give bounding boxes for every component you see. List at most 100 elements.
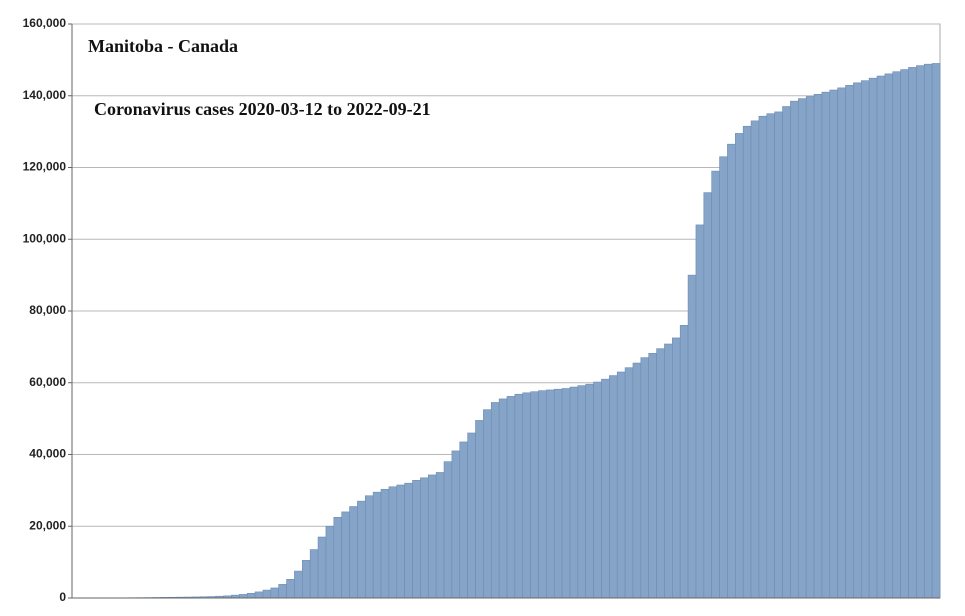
bar: [569, 386, 579, 599]
bar: [530, 391, 539, 599]
bar: [302, 560, 311, 599]
bar: [372, 491, 382, 599]
bar: [782, 106, 791, 599]
bar: [443, 461, 453, 599]
bar: [797, 98, 807, 599]
bar: [278, 584, 287, 599]
bar: [845, 85, 854, 599]
bar: [262, 589, 272, 599]
bar: [632, 362, 642, 599]
bar: [522, 392, 531, 599]
bar: [813, 94, 823, 599]
bar: [735, 133, 744, 599]
bar: [656, 348, 665, 599]
bar: [616, 371, 626, 599]
bar: [601, 378, 610, 599]
bar: [853, 82, 862, 599]
bar: [829, 89, 838, 599]
bar: [742, 125, 752, 599]
bar: [475, 420, 484, 599]
bar: [341, 511, 350, 599]
bar: [876, 75, 886, 599]
bar: [695, 224, 705, 599]
chart-subtitle: Coronavirus cases 2020-03-12 to 2022-09-…: [94, 99, 431, 119]
bar: [711, 170, 720, 599]
bar: [585, 383, 594, 599]
bar: [821, 91, 831, 599]
bar: [538, 390, 547, 599]
bar: [333, 516, 342, 599]
bar: [672, 337, 681, 599]
bar: [703, 192, 712, 599]
bar: [719, 156, 728, 599]
bar: [884, 73, 894, 599]
y-tick-label: 140,000: [23, 88, 67, 102]
bar: [317, 536, 327, 599]
bar: [860, 80, 870, 599]
bar: [923, 63, 933, 599]
bar: [459, 441, 468, 599]
bar: [404, 482, 413, 599]
bar: [420, 477, 429, 599]
bar: [396, 484, 405, 599]
bar: [490, 402, 500, 599]
bar: [349, 506, 358, 599]
bar: [364, 495, 374, 599]
bar: [286, 579, 295, 599]
bar: [624, 367, 634, 599]
bar: [553, 388, 563, 599]
y-tick-label: 100,000: [23, 231, 67, 245]
bar: [892, 71, 901, 599]
bar: [931, 63, 941, 599]
bar: [916, 65, 925, 599]
bar: [593, 381, 602, 599]
bar: [561, 388, 571, 599]
bar: [687, 274, 697, 599]
bar: [451, 450, 461, 599]
chart-title: Manitoba - Canada: [88, 36, 238, 56]
bar: [270, 587, 279, 599]
bar: [640, 357, 650, 599]
bar: [900, 69, 909, 599]
bar: [254, 591, 264, 599]
bar: [577, 385, 587, 599]
bar: [664, 343, 673, 599]
labels: 0 20,000 40,000 60,000 80,000 100,000 120,000 1…: [23, 16, 72, 604]
bar: [380, 488, 390, 599]
bar: [309, 549, 319, 599]
y-tick-label: 60,000: [29, 375, 66, 389]
bars: [89, 63, 941, 599]
y-tick-label: 160,000: [23, 16, 67, 30]
bar: [246, 593, 256, 599]
y-tick-label: 120,000: [23, 160, 67, 174]
bar: [483, 409, 492, 599]
bar: [805, 96, 815, 599]
bar: [325, 525, 335, 599]
bar: [435, 472, 445, 599]
bar: [357, 500, 366, 599]
bar: [546, 389, 555, 599]
y-tick-label: 20,000: [29, 518, 66, 532]
bar: [868, 77, 878, 599]
bar: [790, 100, 799, 599]
bar: [412, 480, 421, 599]
bar: [908, 67, 917, 599]
bar: [766, 113, 775, 599]
y-tick-label: 0: [59, 590, 66, 604]
bar: [467, 432, 476, 599]
y-tick-label: 80,000: [29, 303, 66, 317]
bar: [239, 594, 248, 599]
bar: [498, 398, 508, 599]
bar: [609, 375, 618, 599]
bar: [750, 120, 760, 599]
bar: [837, 87, 846, 599]
bar: [758, 115, 768, 599]
bar: [427, 474, 437, 599]
bar: [514, 393, 524, 599]
bar: [774, 111, 783, 599]
bar: [648, 353, 657, 599]
y-tick-label: 40,000: [29, 447, 66, 461]
bar: [727, 143, 736, 599]
